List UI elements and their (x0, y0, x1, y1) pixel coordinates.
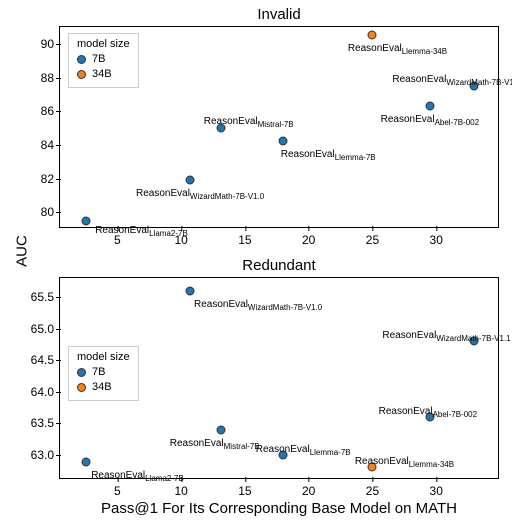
legend-item: 34B (77, 67, 130, 82)
ytick: 86 (41, 104, 60, 118)
point-label: ReasonEvalWizardMath-7B-V1.1 (382, 330, 510, 343)
point-label: ReasonEvalMistral-7B (170, 438, 260, 451)
legend-label: 34B (92, 67, 112, 82)
point-label: ReasonEvalLlama2-7B (95, 225, 188, 238)
point-label: ReasonEvalWizardMath-7B-V1.1 (392, 74, 512, 87)
ytick: 84 (41, 138, 60, 152)
xtick: 20 (302, 478, 315, 498)
point-label: ReasonEvalLlemma-34B (355, 456, 454, 469)
ytick: 65.0 (31, 322, 60, 336)
data-point (279, 137, 288, 146)
xtick: 25 (366, 478, 379, 498)
point-label: ReasonEvalLlemma-7B (281, 149, 376, 162)
legend: model size 7B34B (68, 33, 139, 88)
point-label: ReasonEvalAbel-7B-002 (381, 114, 479, 127)
legend-title: model size (77, 38, 130, 50)
figure: Invalid 80828486889051015202530ReasonEva… (0, 0, 512, 522)
legend-dot-icon (77, 383, 86, 392)
ytick: 88 (41, 71, 60, 85)
legend-label: 7B (92, 365, 105, 380)
x-axis-label: Pass@1 For Its Corresponding Base Model … (59, 500, 499, 517)
ytick: 63.0 (31, 448, 60, 462)
legend-label: 7B (92, 52, 105, 67)
ytick: 90 (41, 37, 60, 51)
data-point (186, 286, 195, 295)
panel-invalid: Invalid 80828486889051015202530ReasonEva… (59, 26, 499, 228)
legend-item: 7B (77, 52, 130, 67)
point-label: ReasonEvalLlemma-34B (348, 43, 447, 56)
ytick: 82 (41, 172, 60, 186)
point-label: ReasonEvalAbel-7B-002 (379, 406, 477, 419)
xtick: 15 (238, 227, 251, 247)
point-label: ReasonEvalWizardMath-7B-V1.0 (136, 188, 264, 201)
legend: model size 7B34B (68, 346, 139, 401)
point-label: ReasonEvalWizardMath-7B-V1.0 (194, 299, 322, 312)
legend-dot-icon (77, 55, 86, 64)
xtick: 30 (430, 227, 443, 247)
data-point (81, 458, 90, 467)
ytick: 80 (41, 205, 60, 219)
legend-dot-icon (77, 70, 86, 79)
xtick: 15 (238, 478, 251, 498)
point-label: ReasonEvalLlama2-7B (91, 470, 184, 483)
y-axis-label: AUC (13, 235, 30, 267)
data-point (216, 425, 225, 434)
point-label: ReasonEvalMistral-7B (204, 116, 294, 129)
panel-title-invalid: Invalid (59, 6, 499, 23)
data-point (425, 102, 434, 111)
legend-label: 34B (92, 380, 112, 395)
xtick: 25 (366, 227, 379, 247)
xtick: 20 (302, 227, 315, 247)
panel-redundant: Redundant 63.063.564.064.565.065.5510152… (59, 277, 499, 479)
ytick: 63.5 (31, 416, 60, 430)
ytick: 65.5 (31, 290, 60, 304)
panel-title-redundant: Redundant (59, 257, 499, 274)
legend-dot-icon (77, 368, 86, 377)
plot-area-invalid: 80828486889051015202530ReasonEvalLlama2-… (59, 26, 499, 228)
legend-item: 7B (77, 365, 130, 380)
legend-item: 34B (77, 380, 130, 395)
ytick: 64.5 (31, 353, 60, 367)
data-point (186, 176, 195, 185)
data-point (81, 216, 90, 225)
plot-area-redundant: 63.063.564.064.565.065.551015202530Reaso… (59, 277, 499, 479)
legend-title: model size (77, 351, 130, 363)
point-label: ReasonEvalLlemma-7B (256, 444, 351, 457)
data-point (368, 31, 377, 40)
xtick: 30 (430, 478, 443, 498)
ytick: 64.0 (31, 385, 60, 399)
